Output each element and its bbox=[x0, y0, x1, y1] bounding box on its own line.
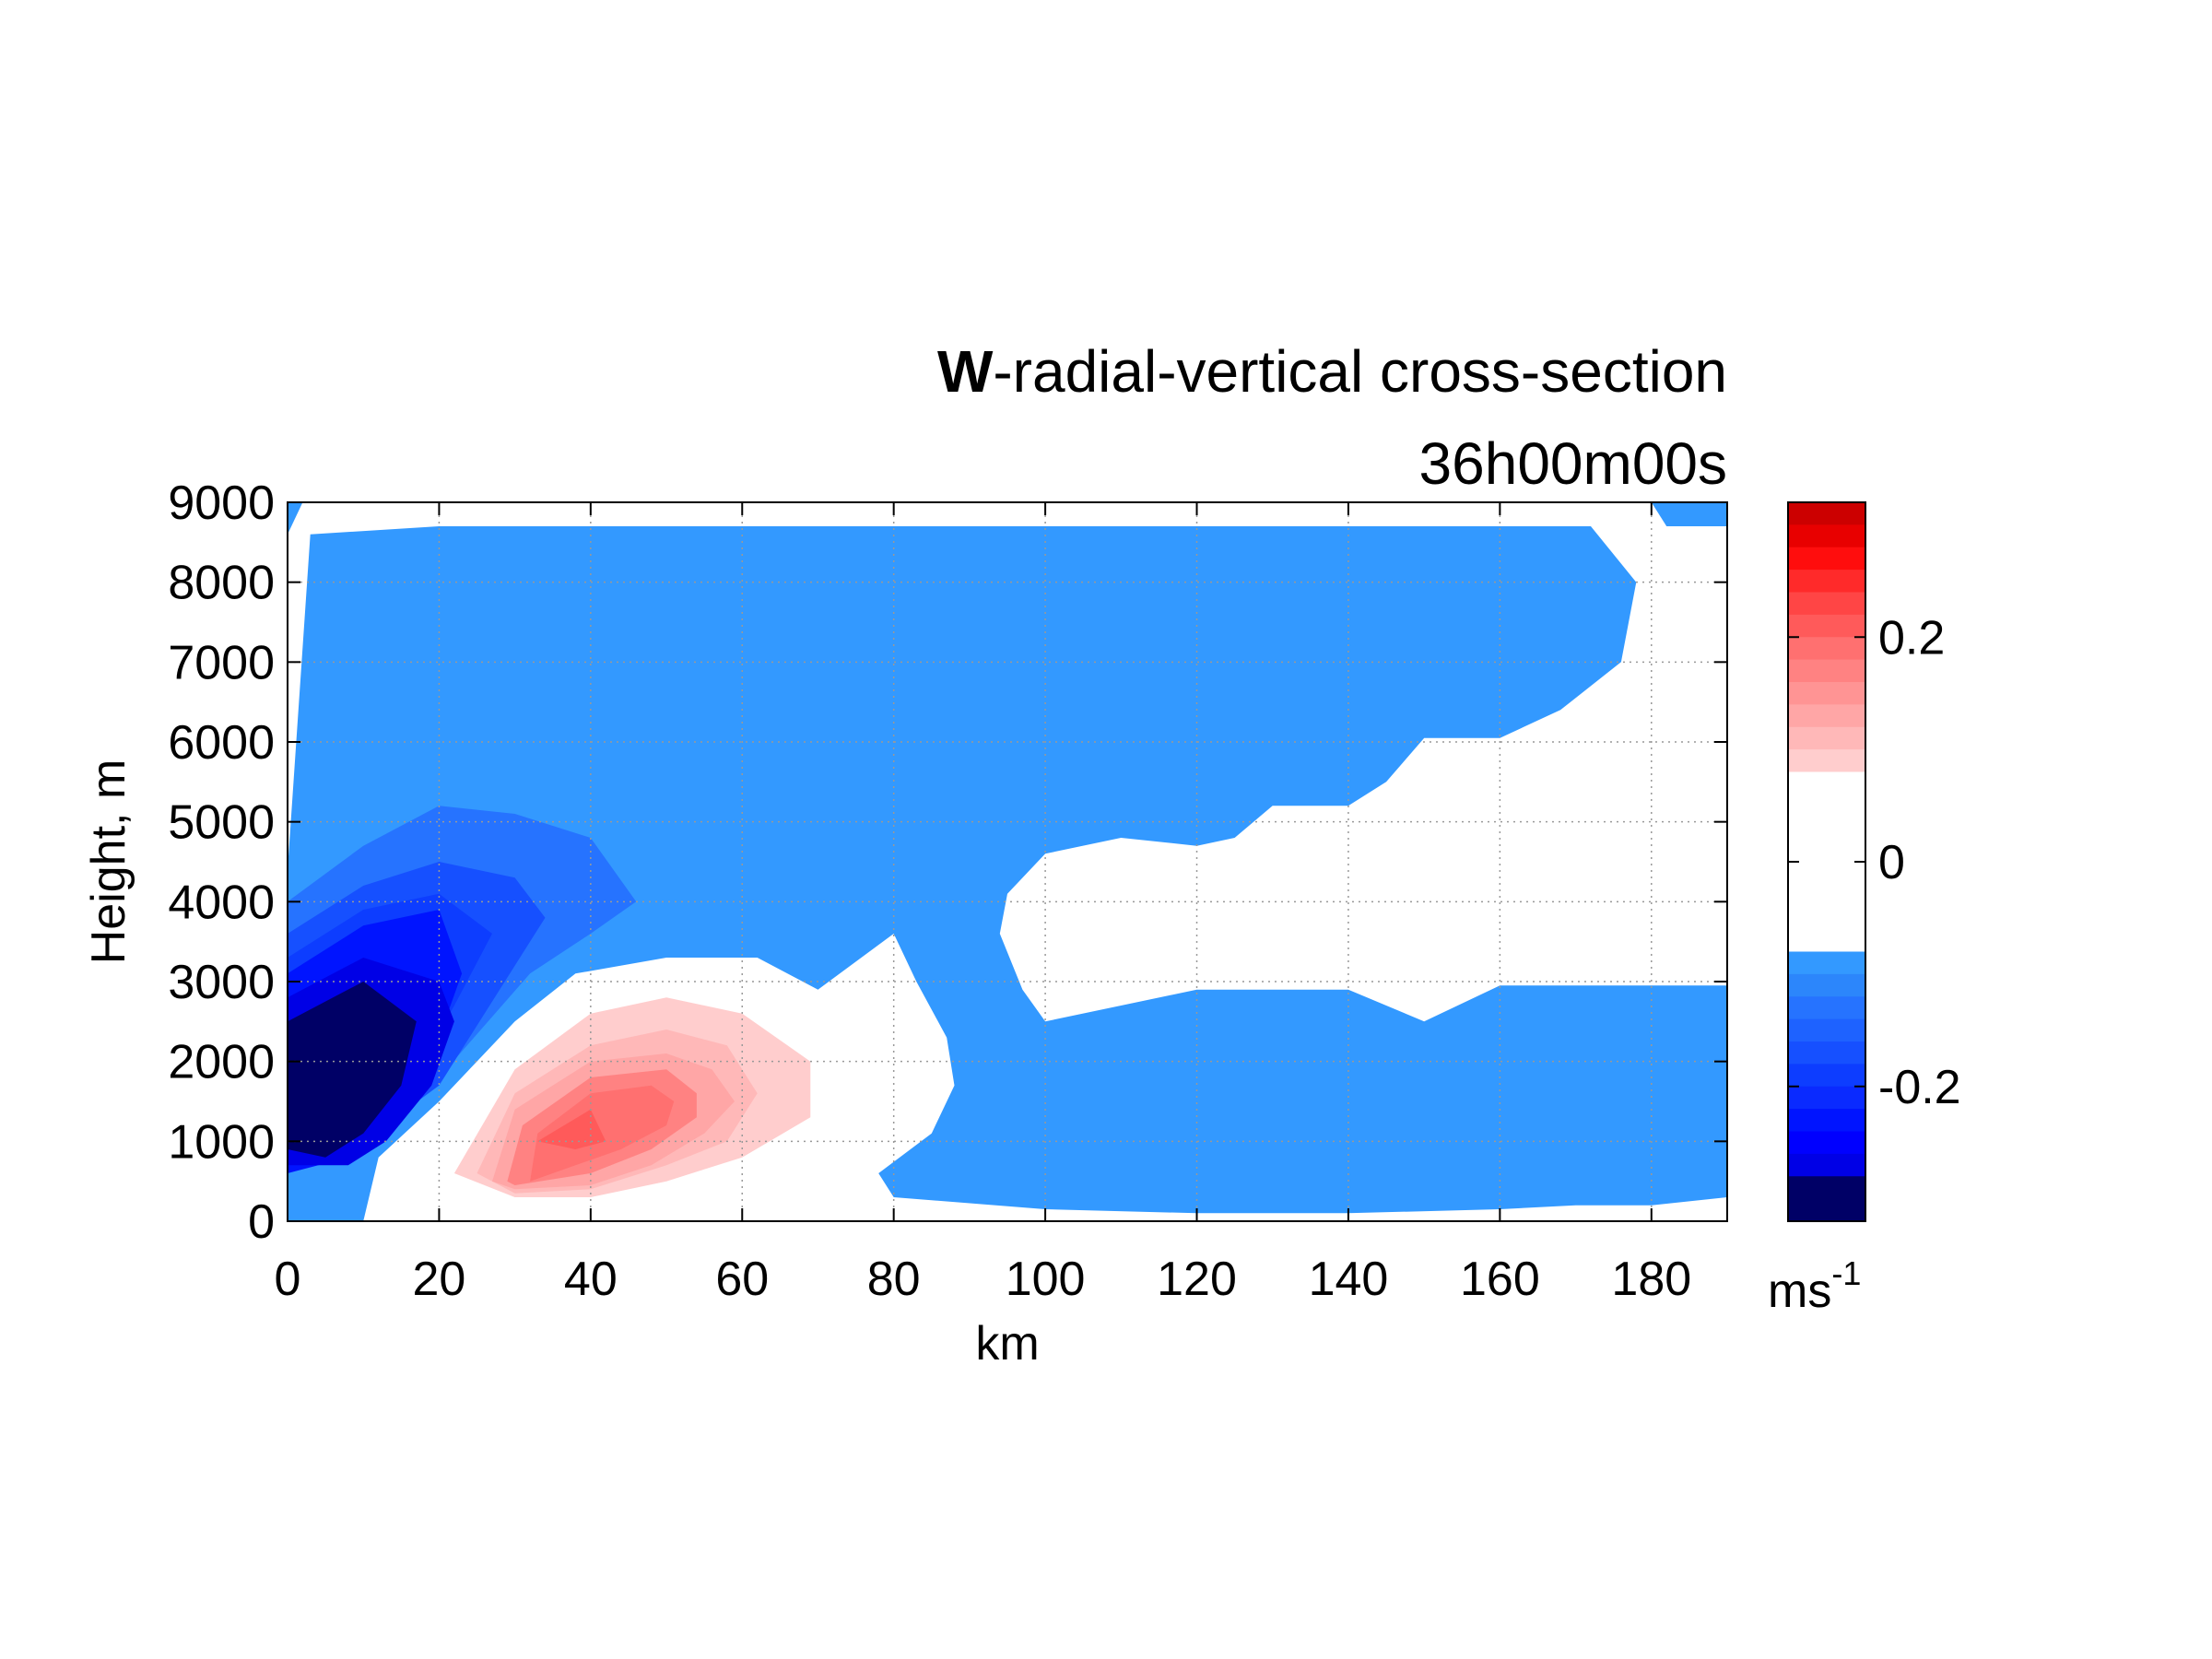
colorbar-swatch bbox=[1788, 614, 1865, 638]
colorbar-swatch bbox=[1788, 749, 1865, 772]
colorbar-swatch bbox=[1788, 1176, 1865, 1222]
colorbar-unit-exp: -1 bbox=[1831, 1254, 1861, 1292]
x-tick-label: 0 bbox=[275, 1253, 301, 1306]
colorbar-tick-label: -0.2 bbox=[1878, 1061, 1961, 1114]
colorbar-swatch bbox=[1788, 524, 1865, 548]
contour-region-8 bbox=[288, 982, 417, 1158]
contour-region-1 bbox=[288, 502, 303, 535]
contour-region-0 bbox=[288, 526, 1727, 1221]
colorbar-swatch bbox=[1788, 996, 1865, 1020]
y-tick-label: 2000 bbox=[168, 1036, 275, 1089]
y-axis-label: Height, m bbox=[82, 759, 135, 965]
x-tick-label: 80 bbox=[867, 1253, 921, 1306]
colorbar-swatch bbox=[1788, 1131, 1865, 1155]
colorbar-swatch bbox=[1788, 771, 1865, 952]
svg-text:W-radial-vertical cross-sectio: W-radial-vertical cross-section bbox=[937, 338, 1727, 405]
colorbar-swatch bbox=[1788, 1086, 1865, 1110]
colorbar-swatch bbox=[1788, 1041, 1865, 1065]
chart-subtitle: 36h00m00s bbox=[1419, 430, 1727, 497]
colorbar-swatch bbox=[1788, 1064, 1865, 1088]
colorbar-swatch bbox=[1788, 973, 1865, 997]
contour-regions bbox=[288, 502, 1727, 1221]
colorbar-unit-base: ms bbox=[1768, 1265, 1831, 1318]
y-tick-label: 8000 bbox=[168, 557, 275, 610]
colorbar-swatch bbox=[1788, 659, 1865, 683]
x-tick-label: 60 bbox=[715, 1253, 769, 1306]
y-tick-label: 3000 bbox=[168, 956, 275, 1009]
x-tick-label: 140 bbox=[1309, 1253, 1389, 1306]
colorbar-swatch bbox=[1788, 1109, 1865, 1132]
colorbar-swatches bbox=[1788, 502, 1865, 1222]
colorbar-swatch bbox=[1788, 951, 1865, 975]
colorbar-swatch bbox=[1788, 570, 1865, 593]
y-tick-label: 0 bbox=[248, 1195, 275, 1249]
title-bold: W bbox=[937, 338, 994, 405]
colorbar: 0.2 0 -0.2 ms-1 bbox=[1768, 501, 1961, 1318]
colorbar-swatch bbox=[1788, 704, 1865, 728]
y-axis: 0 1000 2000 3000 4000 5000 6000 7000 8000 9000 bbox=[168, 477, 1727, 1249]
colorbar-swatch bbox=[1788, 547, 1865, 571]
plot-area: 0 20 40 60 80 100 120 140 160 180 0 1000 2000 3000 40… bbox=[82, 477, 1728, 1371]
x-tick-label: 180 bbox=[1611, 1253, 1691, 1306]
colorbar-swatch bbox=[1788, 682, 1865, 705]
colorbar-ticks: 0.2 0 -0.2 bbox=[1788, 611, 1961, 1114]
colorbar-swatch bbox=[1788, 637, 1865, 661]
x-tick-label: 160 bbox=[1460, 1253, 1540, 1306]
y-tick-label: 6000 bbox=[168, 716, 275, 770]
y-tick-label: 1000 bbox=[168, 1115, 275, 1169]
x-axis-label: km bbox=[975, 1317, 1039, 1371]
x-tick-label: 100 bbox=[1006, 1253, 1086, 1306]
x-tick-label: 40 bbox=[564, 1253, 618, 1306]
colorbar-swatch bbox=[1788, 502, 1865, 525]
chart-title: W-radial-vertical cross-section 36h00m00… bbox=[937, 338, 1727, 497]
colorbar-swatch bbox=[1788, 1153, 1865, 1177]
grid-lines bbox=[288, 502, 1727, 1221]
contour-region-2 bbox=[1651, 502, 1727, 526]
x-axis: 0 20 40 60 80 100 120 140 160 180 bbox=[275, 502, 1691, 1306]
colorbar-tick-label: 0 bbox=[1878, 836, 1905, 889]
colorbar-swatch bbox=[1788, 726, 1865, 750]
plot-frame bbox=[287, 501, 1728, 1222]
contour-region-13 bbox=[530, 1085, 675, 1182]
y-tick-label: 7000 bbox=[168, 636, 275, 689]
x-tick-label: 20 bbox=[412, 1253, 465, 1306]
y-tick-label: 9000 bbox=[168, 477, 275, 530]
x-tick-label: 120 bbox=[1157, 1253, 1237, 1306]
colorbar-swatch bbox=[1788, 592, 1865, 616]
colorbar-swatch bbox=[1788, 1018, 1865, 1042]
colorbar-unit: ms-1 bbox=[1768, 1254, 1861, 1318]
title-rest: -radial-vertical cross-section bbox=[993, 338, 1727, 405]
contour-region-14 bbox=[537, 1109, 606, 1149]
y-tick-label: 4000 bbox=[168, 876, 275, 929]
colorbar-tick-label: 0.2 bbox=[1878, 611, 1945, 665]
y-tick-label: 5000 bbox=[168, 796, 275, 850]
